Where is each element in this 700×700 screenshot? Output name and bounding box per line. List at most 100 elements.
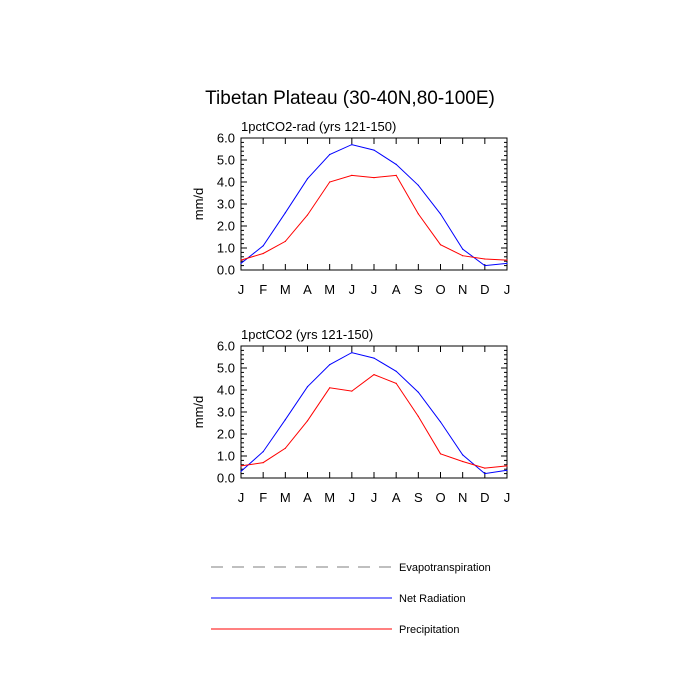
series-precipitation <box>240 174 508 261</box>
y-tick-label: 3.0 <box>217 197 235 212</box>
series-line <box>240 174 508 261</box>
data-point <box>262 462 264 464</box>
series-line <box>240 352 508 475</box>
x-tick-label: M <box>280 490 291 505</box>
data-point <box>373 177 375 179</box>
series-line <box>240 374 508 469</box>
x-tick-label: N <box>458 490 467 505</box>
x-tick-label: J <box>238 490 245 505</box>
figure-title: Tibetan Plateau (30-40N,80-100E) <box>205 88 495 109</box>
data-point <box>240 470 242 472</box>
x-tick-label: O <box>435 490 445 505</box>
y-axis-label: mm/d <box>191 188 206 221</box>
data-point <box>506 259 508 261</box>
x-tick-label: D <box>480 490 489 505</box>
data-point <box>284 212 286 214</box>
data-point <box>306 214 309 216</box>
data-point <box>262 252 264 255</box>
x-tick-label: J <box>371 490 378 505</box>
x-tick-label: F <box>259 490 267 505</box>
data-point <box>484 265 486 267</box>
x-tick-label: J <box>371 282 378 297</box>
x-tick-label: J <box>504 282 511 297</box>
y-tick-label: 5.0 <box>217 361 235 376</box>
data-point <box>284 419 286 421</box>
data-point <box>439 421 442 423</box>
data-point <box>373 149 375 151</box>
chart-panel-2: 1pctCO2 (yrs 121-150) 0.0 1.0 2.0 3.0 4.0 5.0 6… <box>191 327 510 505</box>
x-tick-label: S <box>414 490 423 505</box>
data-point <box>373 357 375 359</box>
data-point <box>417 391 419 393</box>
series-line <box>240 144 508 267</box>
panel-title: 1pctCO2 (yrs 121-150) <box>241 327 373 342</box>
x-tick-label: S <box>414 282 423 297</box>
x-tick-label: M <box>324 490 335 505</box>
x-tick-label: F <box>259 282 267 297</box>
series-net-radiation <box>240 144 508 267</box>
x-tick-label: A <box>303 282 312 297</box>
y-tick-label: 6.0 <box>217 339 235 354</box>
chart-panel-1: 1pctCO2-rad (yrs 121-150) 0.0 1.0 2.0 3.0 4.0… <box>191 119 510 297</box>
data-point <box>262 245 264 247</box>
data-point <box>351 352 353 354</box>
y-tick-label: 1.0 <box>217 449 235 464</box>
x-tick-label: J <box>238 282 245 297</box>
data-point <box>506 469 508 471</box>
data-point <box>306 386 309 388</box>
data-point <box>417 184 419 186</box>
legend-label: Net Radiation <box>399 593 466 605</box>
data-point <box>462 454 464 456</box>
data-point <box>284 447 286 449</box>
y-axis-label: mm/d <box>191 396 206 429</box>
y-tick-label: 1.0 <box>217 241 235 256</box>
legend: Evapotranspiration Net Radiation Precipita… <box>211 562 491 636</box>
y-tick-label: 4.0 <box>217 383 235 398</box>
data-point <box>395 382 397 384</box>
data-point <box>439 244 442 246</box>
data-point <box>306 178 309 180</box>
y-tick-label: 3.0 <box>217 405 235 420</box>
x-tick-label: A <box>392 490 401 505</box>
x-tick-label: J <box>504 490 511 505</box>
data-point <box>417 415 419 417</box>
data-point <box>262 451 264 453</box>
y-tick-label: 4.0 <box>217 175 235 190</box>
x-tick-label: A <box>392 282 401 297</box>
legend-item-precipitation: Precipitation <box>211 624 460 636</box>
x-tick-label: A <box>303 490 312 505</box>
y-tick-label: 0.0 <box>217 471 235 486</box>
data-point <box>462 460 464 463</box>
data-point <box>417 213 419 215</box>
data-point <box>506 262 508 264</box>
data-point <box>373 374 375 376</box>
x-tick-label: J <box>349 490 356 505</box>
data-point <box>506 465 508 467</box>
data-point <box>462 255 464 257</box>
x-tick-label: O <box>435 282 445 297</box>
data-point <box>462 248 464 250</box>
y-tick-label: 0.0 <box>217 263 235 278</box>
data-point <box>329 153 331 156</box>
data-point <box>395 370 397 372</box>
plot-frame <box>240 137 508 271</box>
x-tick-label: J <box>349 282 356 297</box>
data-point <box>351 174 353 176</box>
data-point <box>484 258 486 260</box>
y-tick-label: 6.0 <box>217 131 235 146</box>
data-point <box>329 181 331 183</box>
data-point <box>484 467 486 469</box>
y-tick-label: 2.0 <box>217 219 235 234</box>
series-precipitation <box>240 374 508 469</box>
data-point <box>439 453 442 455</box>
data-point <box>284 240 286 242</box>
series-net-radiation <box>240 352 508 475</box>
x-tick-label: M <box>280 282 291 297</box>
panel-title: 1pctCO2-rad (yrs 121-150) <box>241 119 396 134</box>
chart-panels: 1pctCO2-rad (yrs 121-150) 0.0 1.0 2.0 3.0 4.0… <box>191 119 510 505</box>
data-point <box>240 262 242 264</box>
y-tick-label: 2.0 <box>217 427 235 442</box>
data-point <box>329 364 331 366</box>
x-tick-label: N <box>458 282 467 297</box>
